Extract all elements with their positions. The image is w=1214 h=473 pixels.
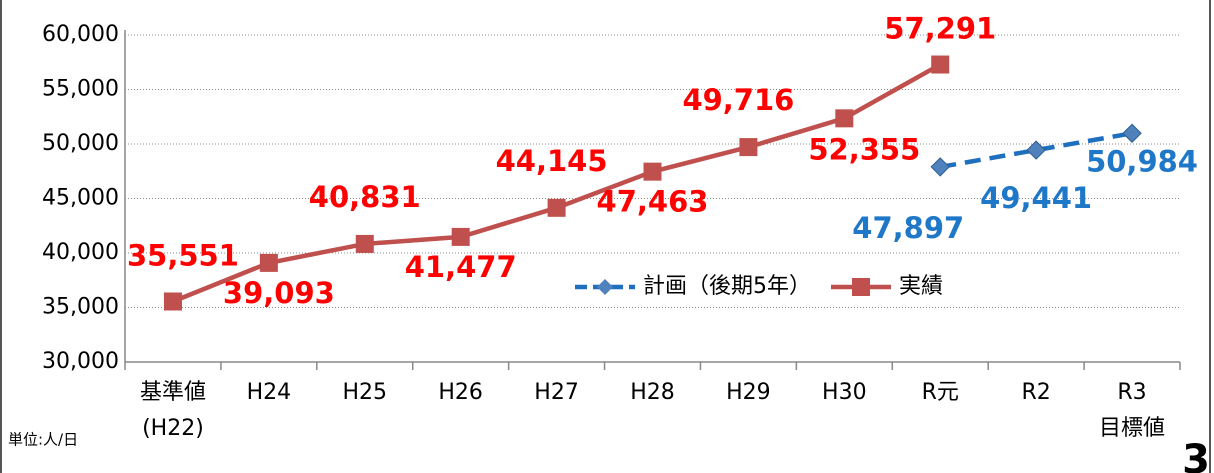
x-tick-label: R3 目標値 — [1099, 380, 1166, 441]
y-tick-label: 35,000 — [42, 295, 119, 320]
y-tick-label: 30,000 — [42, 349, 119, 374]
data-label: 40,831 — [309, 180, 421, 214]
marker — [1026, 140, 1046, 160]
marker — [547, 198, 566, 217]
x-tick-label: R元 — [921, 380, 959, 405]
data-label: 41,477 — [405, 250, 517, 284]
data-label: 52,355 — [808, 132, 920, 166]
page-number: 3 — [1182, 437, 1210, 473]
data-label: 35,551 — [127, 238, 239, 272]
legend-label: 実績 — [899, 274, 943, 299]
series-line — [939, 131, 1133, 170]
marker — [835, 109, 854, 128]
x-tick-label: H27 — [534, 380, 579, 405]
marker — [643, 162, 662, 181]
data-label: 47,897 — [852, 211, 964, 245]
marker — [931, 55, 950, 74]
data-label: 47,463 — [597, 185, 709, 219]
data-label: 57,291 — [884, 12, 996, 46]
data-label: 49,716 — [682, 83, 794, 117]
marker — [163, 292, 182, 311]
y-tick-label: 45,000 — [42, 186, 119, 211]
y-tick-label: 55,000 — [42, 77, 119, 102]
y-tick-label: 40,000 — [42, 240, 119, 265]
y-tick-label: 50,000 — [42, 131, 119, 156]
x-tick-label: H25 — [342, 380, 388, 405]
marker — [259, 253, 278, 272]
x-tick-label: 基準値 (H22) — [139, 380, 206, 441]
marker — [930, 157, 950, 177]
series-line — [172, 62, 942, 304]
data-label: 39,093 — [223, 276, 335, 310]
marker — [355, 234, 374, 253]
x-tick-label: H24 — [246, 380, 292, 405]
x-tick-label: H28 — [630, 380, 675, 405]
unit-label: 単位:人/日 — [8, 431, 78, 449]
marker — [739, 138, 758, 157]
marker — [1122, 123, 1142, 143]
legend-label: 計画（後期5年） — [643, 274, 811, 299]
x-tick-label: R2 — [1021, 380, 1051, 405]
data-label: 49,441 — [980, 181, 1092, 215]
x-tick-label: H30 — [822, 380, 867, 405]
x-tick-label: H26 — [438, 380, 483, 405]
legend-marker — [597, 279, 613, 295]
x-tick-label: H29 — [726, 380, 771, 405]
marker — [451, 227, 470, 246]
data-label: 44,145 — [496, 144, 608, 178]
data-label: 50,984 — [1086, 144, 1198, 178]
legend-marker — [852, 278, 870, 296]
y-tick-label: 60,000 — [42, 22, 119, 47]
